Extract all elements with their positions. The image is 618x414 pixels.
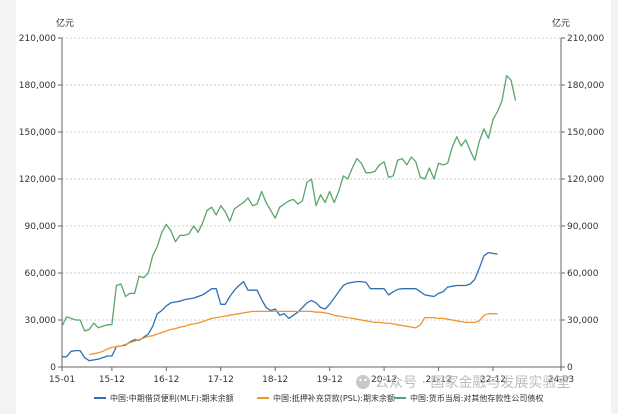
x-tick-label: 19-12	[317, 375, 343, 385]
x-tick-label: 17-12	[208, 375, 234, 385]
y-tick-label-left: 90,000	[25, 222, 57, 232]
y-tick-label-left: 180,000	[19, 81, 56, 91]
y-tick-label-right: 0	[567, 363, 573, 373]
series-layer	[61, 74, 517, 362]
series-line-3	[61, 74, 517, 332]
y-tick-label-left: 120,000	[19, 175, 56, 185]
x-tick-label: 15-12	[99, 375, 125, 385]
legend: 中国:中期借贷便利(MLF):期末余额 中国:抵押补充贷款(PSL):期末余额 中国…	[94, 393, 543, 403]
x-tick-label: 18-12	[262, 375, 288, 385]
watermark-text: 公众号 · 国家金融与发展实验室	[375, 374, 570, 391]
wechat-icon	[356, 375, 370, 389]
y-tick-label-right: 210,000	[567, 34, 604, 44]
x-tick-label: 24-03	[548, 375, 574, 385]
legend-label: 中国:抵押补充贷款(PSL):期末余额	[273, 393, 395, 403]
y-tick-label-right: 150,000	[567, 128, 604, 138]
y-tick-label-left: 210,000	[19, 34, 56, 44]
x-tick-label: 21-12	[425, 375, 451, 385]
chart-card: 0 0 30,000 30,000 60,000 60,000 90,000 90,000 12…	[16, 0, 611, 414]
y-tick-label-right: 30,000	[567, 316, 599, 326]
y-tick-label-right: 120,000	[567, 175, 604, 185]
y-unit-right: 亿元	[552, 17, 570, 29]
wechat-icon-eye-left	[359, 378, 362, 382]
y-tick-label-right: 180,000	[567, 81, 604, 91]
series-line-2	[89, 310, 498, 356]
watermark: 公众号 · 国家金融与发展实验室	[356, 374, 570, 391]
line-chart: 0 0 30,000 30,000 60,000 60,000 90,000 90,000 12…	[19, 17, 605, 403]
y-tick-label-right: 90,000	[567, 222, 599, 232]
wechat-icon-eye-right	[364, 378, 367, 382]
y-tick-label-left: 30,000	[25, 316, 57, 326]
y-tick-label-right: 60,000	[567, 269, 599, 279]
axes: 0 0 30,000 30,000 60,000 60,000 90,000 90,000 12…	[19, 17, 605, 385]
y-unit-left: 亿元	[56, 17, 74, 29]
x-tick-label: 16-12	[153, 375, 179, 385]
legend-label: 中国:货币当局:对其他存款性公司债权	[410, 393, 543, 403]
legend-label: 中国:中期借贷便利(MLF):期末余额	[110, 393, 234, 403]
series-line-1	[62, 251, 498, 362]
x-tick-label: 15-01	[49, 375, 75, 385]
x-tick-label: 22-12	[480, 375, 506, 385]
y-tick-label-left: 0	[50, 363, 56, 373]
y-tick-label-left: 60,000	[25, 269, 57, 279]
y-tick-label-left: 150,000	[19, 128, 56, 138]
x-tick-label: 20-12	[371, 375, 397, 385]
